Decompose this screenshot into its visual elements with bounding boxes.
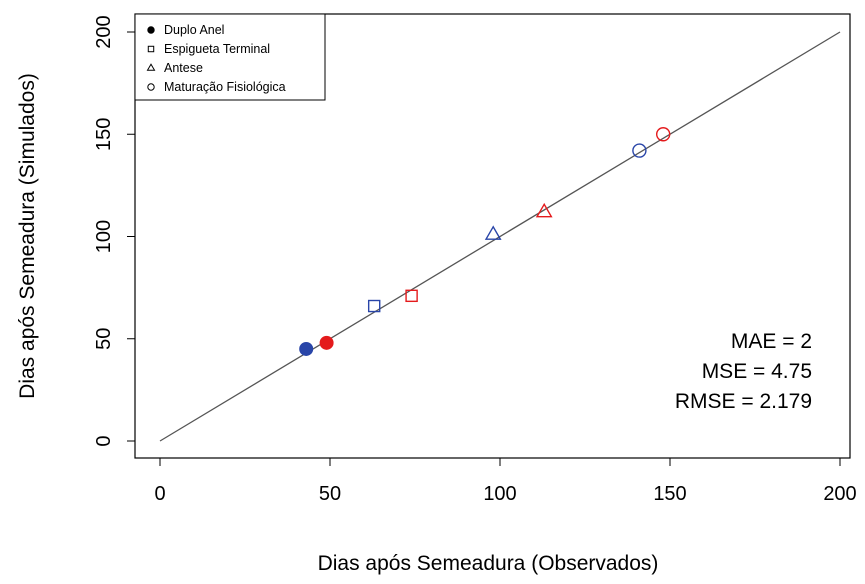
legend-label: Antese <box>164 61 203 75</box>
point-antese-blue <box>484 225 502 240</box>
legend-label: Maturação Fisiológica <box>164 80 286 94</box>
x-tick-label: 50 <box>319 483 341 505</box>
point-antese-red <box>535 202 553 218</box>
legend: Duplo Anel Espigueta Terminal Antese Matura… <box>134 13 326 101</box>
point-duplo-anel-blue <box>299 341 314 356</box>
y-tick-label: 0 <box>93 435 115 446</box>
y-tick-label: 100 <box>93 220 115 253</box>
y-tick-label: 50 <box>93 328 115 350</box>
x-axis: 0 50 100 150 200 <box>154 457 857 505</box>
x-tick-label: 100 <box>483 483 516 505</box>
point-maturacao-fisiologica-red <box>656 127 671 142</box>
point-maturacao-fisiologica-blue <box>632 143 647 158</box>
legend-marker-triangle <box>146 63 156 71</box>
legend-marker-square <box>147 45 155 53</box>
x-tick-label: 0 <box>154 483 165 505</box>
reference-line <box>159 31 841 442</box>
point-espigueta-terminal-red <box>405 289 418 303</box>
data-points <box>299 127 671 356</box>
y-tick-label: 150 <box>93 118 115 151</box>
stat-mse: MSE = 4.75 <box>702 360 812 383</box>
y-tick-label: 200 <box>93 15 115 48</box>
point-espigueta-terminal-blue <box>367 299 381 313</box>
legend-label: Duplo Anel <box>164 23 224 37</box>
y-axis-title: Dias após Semeadura (Simulados) <box>16 73 39 399</box>
stat-rmse: RMSE = 2.179 <box>675 390 812 413</box>
point-duplo-anel-red <box>319 335 334 350</box>
legend-marker-filled-circle <box>147 26 155 34</box>
x-axis-title: Dias após Semeadura (Observados) <box>318 552 659 575</box>
stat-mae: MAE = 2 <box>731 330 812 353</box>
legend-box <box>134 13 326 101</box>
legend-marker-circle <box>147 83 155 91</box>
stats-annotation: MAE = 2 MSE = 4.75 RMSE = 2.179 <box>675 330 812 413</box>
x-tick-label: 150 <box>653 483 686 505</box>
legend-label: Espigueta Terminal <box>164 42 270 56</box>
y-axis: 0 50 100 150 200 <box>93 15 136 447</box>
x-tick-label: 200 <box>823 483 856 505</box>
